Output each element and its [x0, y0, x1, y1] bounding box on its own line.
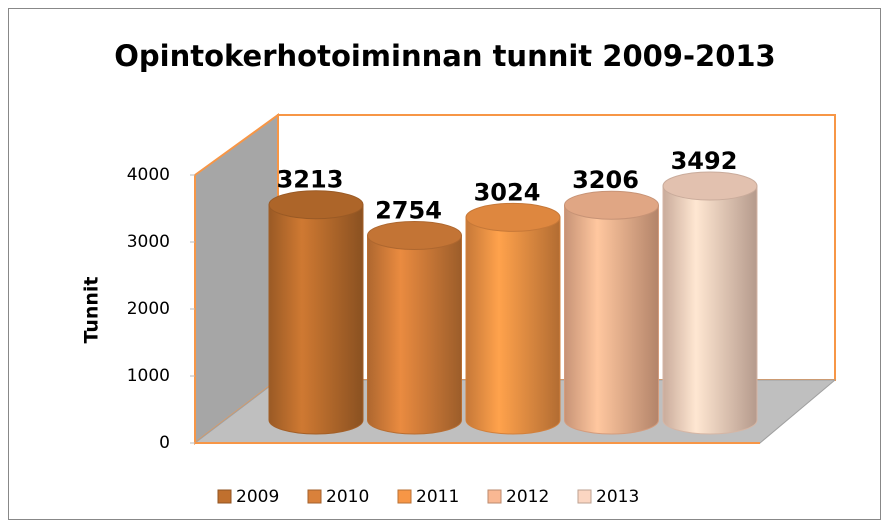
- chart-title: Opintokerhotoiminnan tunnit 2009-2013: [114, 39, 775, 73]
- bar-top: [564, 190, 659, 220]
- legend-label: 2009: [236, 487, 279, 507]
- bar: [662, 185, 758, 435]
- data-label: 3213: [277, 166, 344, 194]
- legend-label: 2012: [506, 487, 549, 507]
- y-axis-label: Tunnit: [81, 276, 103, 343]
- y-tick-label: 1000: [127, 366, 170, 386]
- legend-label: 2010: [326, 487, 369, 507]
- bar-top: [367, 220, 462, 250]
- y-tick-label: 2000: [127, 299, 170, 319]
- data-label: 3492: [671, 147, 738, 175]
- legend-swatch: [487, 489, 502, 504]
- data-label: 3206: [572, 166, 639, 194]
- bar: [367, 234, 462, 435]
- bar-top: [465, 202, 561, 232]
- legend-swatch: [307, 489, 322, 504]
- legend-label: 2011: [416, 487, 459, 507]
- legend-swatch: [397, 489, 412, 504]
- y-tick-label: 3000: [127, 232, 170, 252]
- y-tick-label: 4000: [127, 165, 170, 185]
- bar-top: [662, 171, 758, 201]
- legend-label: 2013: [596, 487, 639, 507]
- bar: [564, 204, 659, 435]
- bar-top: [268, 190, 364, 220]
- legend-swatch: [577, 489, 592, 504]
- legend-swatch: [217, 489, 232, 504]
- bar: [268, 204, 364, 435]
- data-label: 2754: [375, 196, 442, 224]
- bar: [465, 216, 561, 435]
- data-label: 3024: [474, 178, 541, 206]
- y-tick-label: 0: [159, 433, 170, 453]
